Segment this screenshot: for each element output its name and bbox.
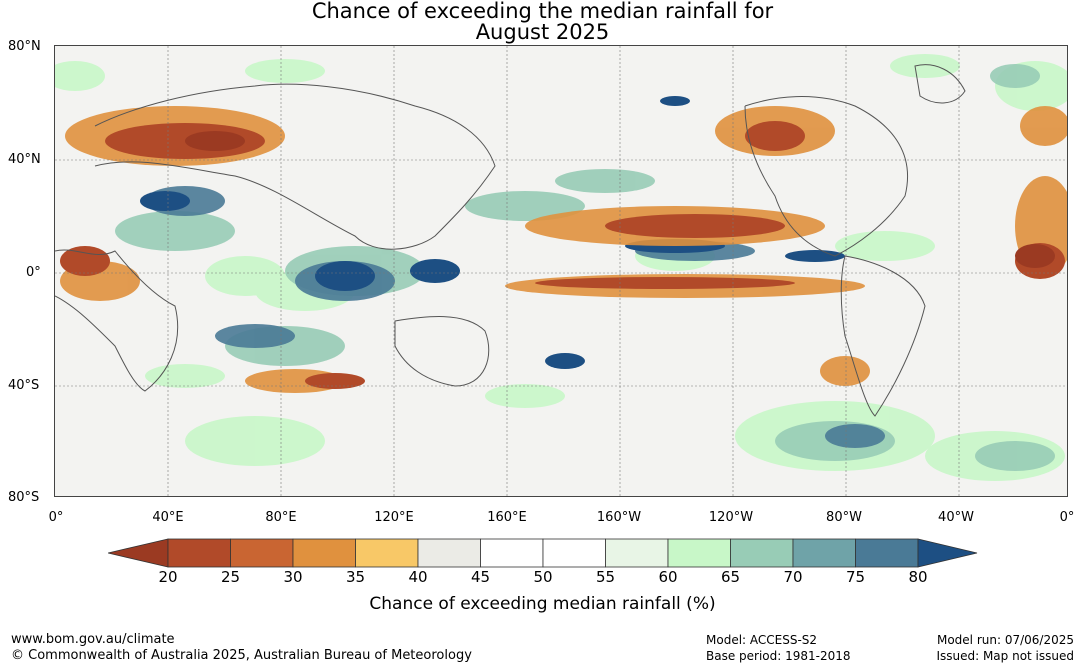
colorbar-tick-label: 40 [408, 568, 428, 586]
colorbar-segment [730, 538, 794, 568]
coastlines [55, 64, 966, 417]
colorbar-segment [542, 538, 606, 568]
footer-website: www.bom.gov.au/climate [11, 632, 175, 647]
rainfall-probability-map [54, 45, 1068, 497]
lon-label-160w: 160°W [596, 510, 642, 525]
lon-label-120e: 120°E [374, 510, 414, 525]
colorbar-label: Chance of exceeding median rainfall (%) [369, 594, 716, 614]
colorbar-segment [792, 538, 856, 568]
colorbar-segment [605, 538, 669, 568]
colorbar-tick-label: 45 [470, 568, 491, 586]
colorbar-tick-label: 20 [158, 568, 178, 586]
lon-label-0-right: 0° [1059, 510, 1075, 525]
colorbar-extend-low [108, 538, 169, 568]
colorbar-tick-label: 35 [345, 568, 366, 586]
lon-label-40w: 40°W [938, 510, 974, 525]
colorbar-segment [417, 538, 481, 568]
lat-label-80s: 80°S [8, 490, 40, 505]
colorbar-tick-label: 25 [220, 568, 241, 586]
colorbar-segment [667, 538, 731, 568]
lat-label-40s: 40°S [8, 378, 40, 393]
colorbar-extend-high [917, 538, 978, 568]
colorbar-segment [292, 538, 356, 568]
lon-label-120w: 120°W [708, 510, 754, 525]
colorbar-tick-label: 50 [533, 568, 553, 586]
colorbar-tick-label: 65 [720, 568, 741, 586]
footer-model: Model: ACCESS-S2 [706, 633, 818, 647]
colorbar-segment [480, 538, 544, 568]
colorbar-segment [230, 538, 294, 568]
colorbar-tick-label: 30 [283, 568, 303, 586]
colorbar-tick-label: 60 [658, 568, 678, 586]
lat-label-0: 0° [26, 265, 41, 280]
map-title-line2: August 2025 [475, 20, 610, 44]
footer-copyright: © Commonwealth of Australia 2025, Austra… [11, 648, 472, 663]
footer-model-run: Model run: 07/06/2025 [936, 633, 1074, 647]
lon-label-40e: 40°E [152, 510, 184, 525]
lon-label-160e: 160°E [487, 510, 527, 525]
lon-label-80w: 80°W [826, 510, 862, 525]
colorbar-tick-label: 75 [845, 568, 866, 586]
colorbar-segment [855, 538, 919, 568]
colorbar-segment [355, 538, 419, 568]
colorbar-segment [167, 538, 231, 568]
lon-label-80e: 80°E [265, 510, 297, 525]
lon-label-0-left: 0° [48, 510, 64, 525]
colorbar-tick-label: 55 [595, 568, 616, 586]
footer-issued: Issued: Map not issued [936, 649, 1074, 663]
colorbar [108, 538, 978, 568]
lat-label-40n: 40°N [8, 152, 41, 167]
map-title-line1: Chance of exceeding the median rainfall … [311, 0, 774, 23]
lat-label-80n: 80°N [8, 39, 41, 54]
colorbar-tick-label: 70 [783, 568, 803, 586]
map-canvas [55, 46, 1067, 496]
footer-base-period: Base period: 1981-2018 [706, 649, 851, 663]
colorbar-tick-label: 80 [908, 568, 928, 586]
